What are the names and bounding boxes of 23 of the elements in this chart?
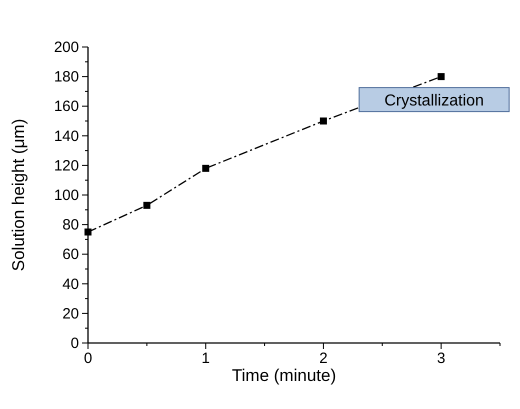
y-tick-label: 20 xyxy=(62,305,79,322)
y-tick-label: 100 xyxy=(54,187,79,204)
y-tick-label: 60 xyxy=(62,246,79,264)
y-tick-label: 160 xyxy=(54,98,79,116)
y-tick-label: 0 xyxy=(70,335,79,352)
y-tick-label: 120 xyxy=(54,157,79,174)
y-tick-label: 180 xyxy=(54,68,79,86)
point xyxy=(84,228,92,236)
y-tick-label: 140 xyxy=(54,128,79,145)
y-axis-title: Solution height (μm) xyxy=(9,118,28,272)
x-tick-label: 3 xyxy=(436,350,446,367)
x-axis-title: Time (minute) xyxy=(232,366,336,385)
annotation: Crystallization xyxy=(384,92,484,110)
y-tick-label: 200 xyxy=(54,39,79,56)
point xyxy=(438,73,445,80)
point xyxy=(143,202,150,209)
x-tick-label: 1 xyxy=(202,350,210,367)
x-tick-label: 0 xyxy=(84,350,92,367)
point xyxy=(320,118,327,124)
y-tick-label: 80 xyxy=(62,216,79,234)
x-tick-label: 2 xyxy=(319,350,328,367)
y-tick-label: 40 xyxy=(62,276,79,293)
point xyxy=(202,164,210,172)
